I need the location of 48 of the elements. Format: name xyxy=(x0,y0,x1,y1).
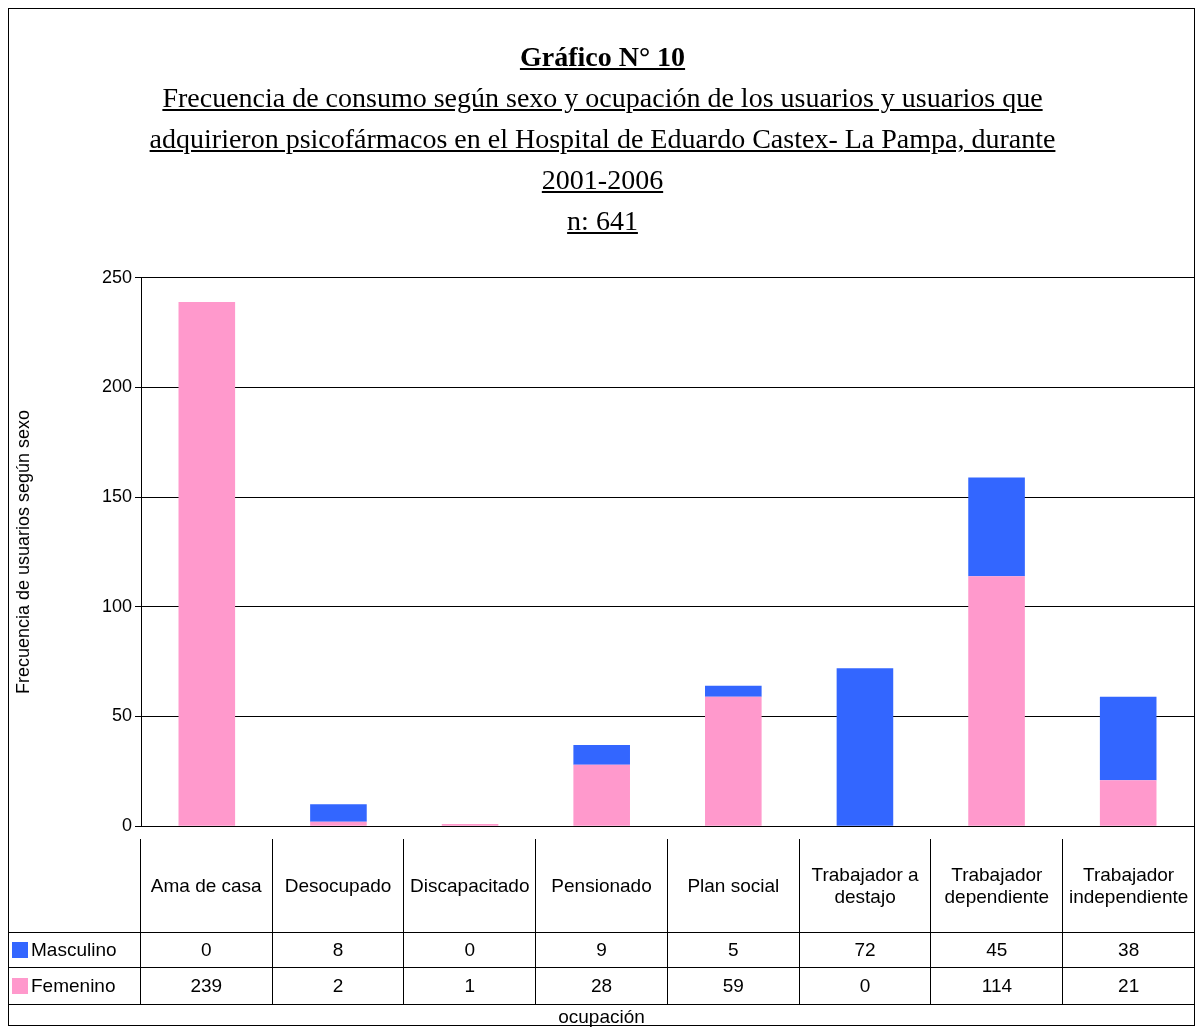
data-label: 2 xyxy=(271,967,404,1004)
data-label: 59 xyxy=(666,967,799,1004)
y-axis-title: Frecuencia de usuarios según sexo xyxy=(12,409,33,695)
text: ocupación xyxy=(557,1005,646,1029)
data-label: 114 xyxy=(930,967,1063,1004)
x-tick-label: Discapacitado xyxy=(403,839,536,932)
data-label: 0 xyxy=(403,932,536,967)
bar xyxy=(573,764,630,826)
data-label: 8 xyxy=(271,932,404,967)
data-label: 0 xyxy=(798,967,931,1004)
data-label: 45 xyxy=(930,932,1063,967)
data-label: 0 xyxy=(139,932,272,967)
x-tick-label: Ama de casa xyxy=(139,839,272,932)
bar xyxy=(968,576,1025,826)
data-label: 72 xyxy=(798,932,931,967)
data-label: 239 xyxy=(139,967,272,1004)
legend-label: Masculino xyxy=(31,939,117,961)
chart-title: Gráfico N° 10 xyxy=(518,40,687,74)
text: n: 641 xyxy=(566,204,639,238)
data-label: 38 xyxy=(1062,932,1195,967)
x-tick-label: Trabajador independiente xyxy=(1062,839,1194,932)
data-label: 5 xyxy=(666,932,799,967)
legend-label: Femenino xyxy=(31,975,116,997)
y-tick-label: 150 xyxy=(101,486,132,507)
data-label: 9 xyxy=(535,932,667,967)
data-label: 21 xyxy=(1062,967,1195,1004)
bar xyxy=(310,821,367,826)
x-tick-label: Plan social xyxy=(666,839,799,932)
bar xyxy=(178,301,236,826)
bar xyxy=(705,685,762,697)
bar xyxy=(705,696,762,826)
y-tick-label: 100 xyxy=(101,595,132,616)
bar xyxy=(310,804,367,822)
y-tick-label: 250 xyxy=(101,266,132,287)
x-tick-label: Trabajador dependiente xyxy=(930,839,1063,932)
y-tick-label: 200 xyxy=(101,376,132,397)
x-tick-label: Desocupado xyxy=(271,839,404,932)
x-tick-label: Trabajador a destajo xyxy=(798,839,931,932)
data-label: 1 xyxy=(403,967,536,1004)
y-tick-label: 50 xyxy=(111,705,132,726)
x-tick-label: Pensionado xyxy=(535,839,667,932)
y-tick-label: 0 xyxy=(121,815,132,836)
bar xyxy=(1099,696,1157,781)
bar xyxy=(1099,780,1157,826)
bar xyxy=(836,668,894,826)
bar xyxy=(573,745,630,765)
data-label: 28 xyxy=(535,967,667,1004)
bar xyxy=(968,477,1025,577)
